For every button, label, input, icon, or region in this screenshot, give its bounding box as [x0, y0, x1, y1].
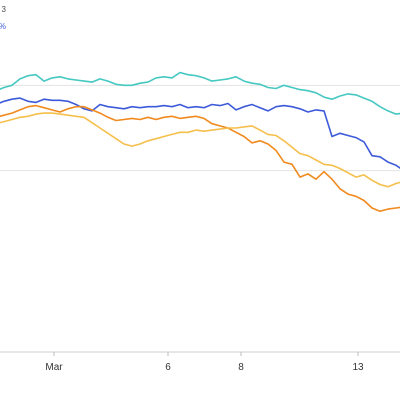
legend-entry-0: 3 [2, 5, 7, 14]
series-line-3 [0, 112, 400, 188]
x-axis: Mar 6 8 13 [45, 352, 364, 373]
x-tick-label-3: 13 [352, 362, 364, 373]
x-tick-label-1: 6 [165, 362, 171, 373]
series-line-0 [0, 71, 400, 115]
legend: 3 95% [0, 5, 7, 31]
legend-entry-1: 95% [0, 22, 6, 31]
x-tick-label-0: Mar [45, 362, 63, 373]
series-lines [0, 71, 400, 212]
gridlines [0, 84, 400, 353]
x-tick-label-2: 8 [238, 362, 244, 373]
series-line-1 [0, 97, 400, 169]
series-line-2 [0, 104, 400, 212]
